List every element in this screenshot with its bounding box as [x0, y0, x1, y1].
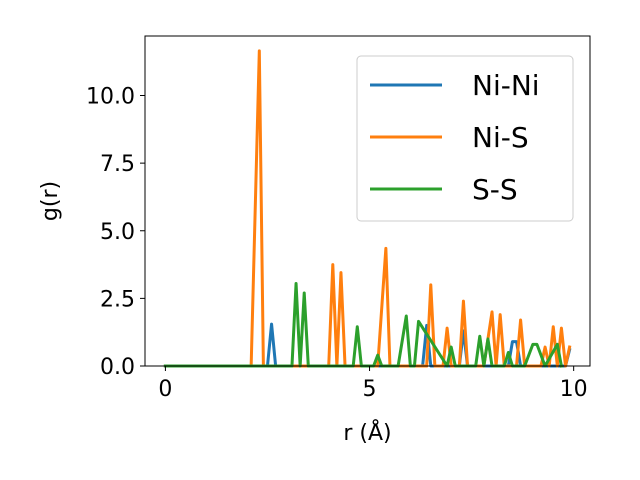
legend-frame	[356, 55, 574, 222]
legend: Ni-Ni Ni-S S-S	[356, 55, 574, 222]
x-tick-label: 0	[158, 377, 172, 402]
legend-label-ni-s: Ni-S	[472, 121, 529, 154]
ticks-layer: 0 5 10 0.0 2.5 5.0 7.5 10.0	[86, 85, 588, 402]
legend-label-ni-ni: Ni-Ni	[472, 69, 540, 102]
x-tick-label: 5	[363, 377, 377, 402]
y-axis-label: g(r)	[38, 181, 63, 221]
legend-label-s-s: S-S	[472, 173, 518, 206]
x-axis-label: r (Å)	[343, 419, 391, 446]
y-tick-label: 7.5	[100, 152, 135, 177]
plot-frame	[144, 35, 591, 367]
series-line-ni-s	[163, 49, 572, 368]
x-tick-label: 10	[560, 377, 588, 402]
y-tick-label: 10.0	[86, 85, 135, 110]
y-tick-label: 5.0	[100, 220, 135, 245]
y-tick-label: 0.0	[100, 355, 135, 380]
y-tick-label: 2.5	[100, 287, 135, 312]
